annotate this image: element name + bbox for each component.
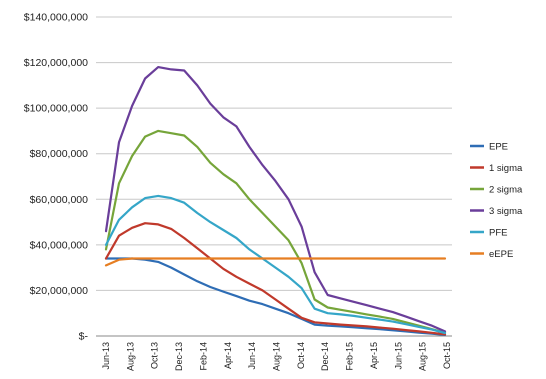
x-tick-label: Oct-13 — [150, 342, 160, 369]
x-tick-label: Apr-14 — [223, 342, 233, 369]
series-line-2-sigma — [104, 129, 447, 334]
x-tick-label: Dec-14 — [320, 342, 330, 371]
y-tick-label: $60,000,000 — [30, 194, 89, 206]
y-tick-label: $20,000,000 — [30, 285, 89, 297]
series-line-1-sigma — [104, 222, 447, 336]
x-tick-label: Oct-14 — [296, 342, 306, 369]
y-tick-label: $100,000,000 — [24, 103, 88, 115]
x-tick-label: Jun-13 — [101, 342, 111, 370]
legend-label: eEPE — [489, 249, 513, 260]
y-tick-label: $- — [79, 331, 89, 343]
x-tick-label: Feb-14 — [198, 342, 208, 371]
x-tick-label: Jun-14 — [247, 342, 257, 370]
y-tick-label: $120,000,000 — [24, 57, 88, 69]
x-tick-label: Jun-15 — [393, 342, 403, 370]
legend-label: 3 sigma — [489, 206, 523, 217]
x-tick-label: Feb-15 — [345, 342, 355, 371]
y-tick-label: $80,000,000 — [30, 148, 89, 160]
series-line-pfe — [104, 194, 447, 335]
x-tick-label: Aug-15 — [418, 342, 428, 371]
x-tick-label: Dec-13 — [174, 342, 184, 371]
x-tick-label: Apr-15 — [369, 342, 379, 369]
legend-label: PFE — [489, 228, 507, 239]
series-line-3-sigma — [104, 65, 447, 333]
legend-label: 2 sigma — [489, 185, 523, 196]
y-tick-label: $40,000,000 — [30, 239, 89, 251]
series-line-epe — [104, 257, 447, 336]
x-tick-label: Oct-15 — [442, 342, 452, 369]
legend-label: 1 sigma — [489, 163, 523, 174]
y-tick-label: $140,000,000 — [24, 12, 88, 24]
legend-label: EPE — [489, 142, 508, 153]
series-line-eepe — [104, 257, 447, 267]
x-tick-label: Aug-14 — [272, 342, 282, 371]
x-tick-label: Aug-13 — [125, 342, 135, 371]
